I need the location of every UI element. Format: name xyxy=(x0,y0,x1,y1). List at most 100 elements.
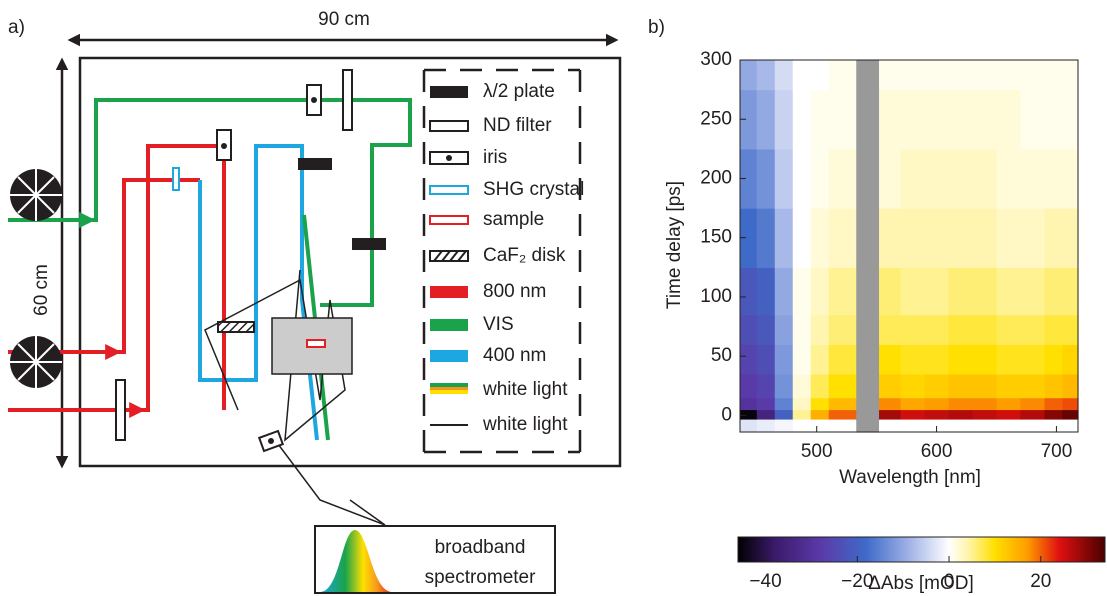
heat-cell xyxy=(901,60,926,90)
heat-cell xyxy=(1062,149,1078,209)
heat-cell xyxy=(879,267,901,315)
blue-beam xyxy=(200,146,317,440)
heat-cell xyxy=(775,267,794,315)
heat-cell xyxy=(1020,315,1045,345)
heat-cell xyxy=(757,149,776,209)
heat-cell xyxy=(949,208,974,268)
heat-cell xyxy=(925,315,950,345)
sample xyxy=(307,340,325,347)
heat-cell xyxy=(901,208,926,268)
spectrometer-label: broadband xyxy=(435,537,526,558)
heat-cell xyxy=(925,267,950,315)
white-light-out xyxy=(275,440,385,525)
heat-cell xyxy=(1020,60,1045,90)
heat-cell xyxy=(793,60,812,90)
legend-label: white light xyxy=(482,414,568,435)
heat-cell xyxy=(973,149,998,209)
heat-cell xyxy=(949,398,974,410)
heat-cell xyxy=(829,409,857,419)
spectrometer-label: spectrometer xyxy=(425,567,537,588)
heat-cell xyxy=(793,409,812,419)
heat-cell xyxy=(925,374,950,398)
heat-cell xyxy=(775,149,794,209)
heat-cell xyxy=(879,60,901,90)
heat-cell xyxy=(949,344,974,374)
heat-cell xyxy=(811,344,830,374)
heat-cell xyxy=(757,374,776,398)
heat-cell xyxy=(811,90,830,150)
legend-label: ND filter xyxy=(483,115,552,136)
legend-label: iris xyxy=(483,147,507,168)
heat-cell xyxy=(775,419,794,433)
heat-cell xyxy=(793,398,812,410)
heat-cell xyxy=(996,208,1021,268)
heat-cell xyxy=(879,344,901,374)
heat-cell xyxy=(1020,344,1045,374)
heat-cell xyxy=(775,344,794,374)
heat-cell xyxy=(949,315,974,345)
heat-cell xyxy=(1020,409,1045,419)
heat-cell xyxy=(996,409,1021,419)
masked-cell xyxy=(856,398,879,410)
y-tick-label: 200 xyxy=(700,167,732,188)
heat-cell xyxy=(829,344,857,374)
heat-cell xyxy=(740,419,757,433)
heat-cell xyxy=(1020,90,1045,150)
nd-filter xyxy=(116,380,125,440)
x-tick-label: 600 xyxy=(921,441,953,462)
heat-cell xyxy=(879,374,901,398)
heat-cell xyxy=(829,149,857,209)
heat-cell xyxy=(996,344,1021,374)
heat-cell xyxy=(925,208,950,268)
panel-label: b) xyxy=(648,17,665,38)
y-axis-title: Time delay [ps] xyxy=(664,181,685,309)
heat-cell xyxy=(811,409,830,419)
heat-cell xyxy=(996,149,1021,209)
heat-cell xyxy=(949,60,974,90)
heat-cell xyxy=(811,208,830,268)
masked-cell xyxy=(856,90,879,150)
y-tick-label: 0 xyxy=(721,404,732,425)
heat-cell xyxy=(1020,208,1045,268)
heat-cell xyxy=(1044,374,1063,398)
heat-cell xyxy=(973,374,998,398)
heat-cell xyxy=(996,374,1021,398)
panel-label: a) xyxy=(8,17,25,38)
masked-cell xyxy=(856,60,879,90)
heat-cell xyxy=(973,419,998,433)
heat-cell xyxy=(775,315,794,345)
heat-cell xyxy=(1062,60,1078,90)
heat-cell xyxy=(811,374,830,398)
heat-cell xyxy=(901,90,926,150)
heat-cell xyxy=(996,315,1021,345)
heat-cell xyxy=(829,208,857,268)
heat-cell xyxy=(1062,267,1078,315)
heat-cell xyxy=(879,149,901,209)
heat-cell xyxy=(740,344,757,374)
figure: a) 90 cm 60 cm λ/2 plateND filteririsSHG… xyxy=(0,0,1107,596)
heat-cell xyxy=(829,60,857,90)
heat-cell xyxy=(757,409,776,419)
heat-cell xyxy=(973,60,998,90)
heat-cell xyxy=(973,344,998,374)
heat-cell xyxy=(757,398,776,410)
heat-cell xyxy=(901,419,926,433)
heat-cell xyxy=(1020,419,1045,433)
half-wave-plate xyxy=(352,238,386,250)
heat-cell xyxy=(1044,419,1063,433)
x-tick-label: 700 xyxy=(1041,441,1073,462)
heat-cell xyxy=(829,267,857,315)
heat-cell xyxy=(829,315,857,345)
heat-cell xyxy=(740,398,757,410)
heat-cell xyxy=(757,267,776,315)
heat-cell xyxy=(901,344,926,374)
heat-cell xyxy=(740,409,757,419)
heat-cell xyxy=(1044,267,1063,315)
heat-cell xyxy=(996,267,1021,315)
heat-cell xyxy=(1020,398,1045,410)
width-label: 90 cm xyxy=(318,9,370,30)
heat-cell xyxy=(973,315,998,345)
heat-cell xyxy=(1044,208,1063,268)
heat-cell xyxy=(829,419,857,433)
